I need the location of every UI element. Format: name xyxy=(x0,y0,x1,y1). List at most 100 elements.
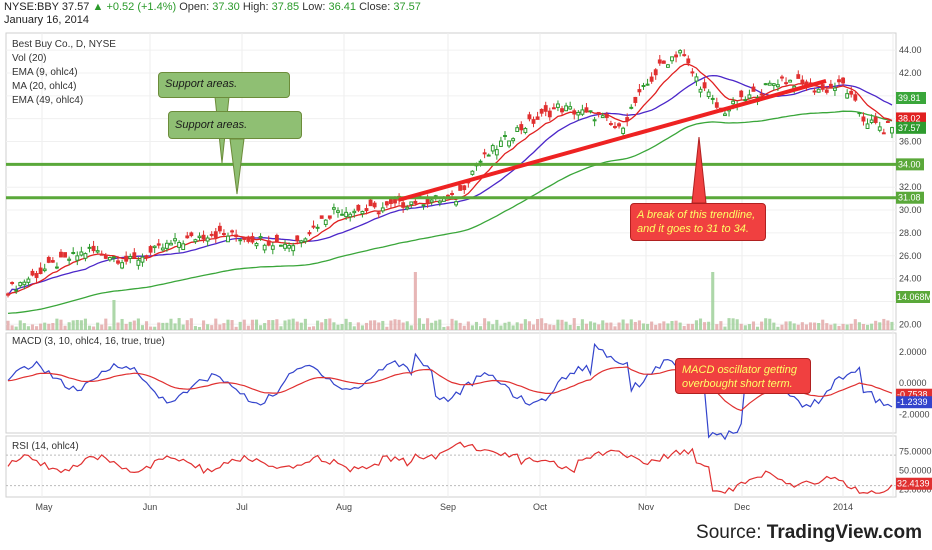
volume-bar xyxy=(344,318,348,330)
candle xyxy=(539,108,544,114)
candle xyxy=(148,246,153,253)
volume-bar xyxy=(430,322,434,330)
support-callout-1: Support areas. xyxy=(158,72,290,98)
candle xyxy=(865,123,870,129)
volume-bar xyxy=(181,324,185,330)
volume-bar xyxy=(690,323,694,330)
rsi-tick-label: 50.0000 xyxy=(899,465,932,475)
volume-bar xyxy=(474,321,479,330)
candle xyxy=(584,107,589,112)
volume-bar xyxy=(523,319,527,330)
candle xyxy=(372,202,377,208)
candle xyxy=(812,90,817,93)
candle xyxy=(323,219,328,225)
volume-bar xyxy=(808,322,813,330)
candle xyxy=(217,225,222,232)
volume-bar xyxy=(360,325,364,330)
candle xyxy=(164,242,169,249)
candle xyxy=(845,93,850,99)
volume-bar xyxy=(226,319,230,330)
candle xyxy=(287,245,292,249)
volume-bar xyxy=(92,326,96,330)
candle xyxy=(731,100,736,105)
volume-bar xyxy=(813,322,817,330)
volume-bar xyxy=(568,324,572,330)
macd-value-tag: -1.2339 xyxy=(897,397,928,407)
candle xyxy=(356,204,361,211)
support-axis-label: 31.08 xyxy=(898,193,921,203)
volume-bar xyxy=(556,319,560,330)
candle xyxy=(556,103,560,108)
volume-bar xyxy=(18,320,22,330)
ema49-value-tag: 39.81 xyxy=(898,93,921,103)
volume-bar xyxy=(515,322,519,330)
volume-bar xyxy=(283,320,287,330)
candle xyxy=(384,201,389,206)
source-credit: Source: TradingView.com xyxy=(696,522,922,544)
candle xyxy=(670,56,674,62)
candle xyxy=(6,293,10,296)
candle xyxy=(54,266,59,269)
candle xyxy=(327,215,332,219)
price-tick-label: 36.00 xyxy=(899,137,922,147)
candle xyxy=(511,138,516,142)
volume-bar xyxy=(796,324,800,330)
volume-bar xyxy=(650,321,654,330)
volume-bar xyxy=(552,325,556,330)
candle xyxy=(613,125,617,129)
volume-bar xyxy=(658,323,662,330)
volume-bar xyxy=(246,325,250,330)
volume-bar xyxy=(324,318,328,330)
volume-bar xyxy=(67,322,71,330)
candle xyxy=(751,86,756,92)
trendline-callout-text: A break of this trendline, and it goes t… xyxy=(637,209,756,235)
volume-bar xyxy=(613,326,617,330)
volume-bar xyxy=(295,321,299,330)
candle xyxy=(767,82,772,86)
month-label: Nov xyxy=(638,502,655,512)
volume-bar xyxy=(328,318,332,330)
candle xyxy=(79,251,84,256)
candle xyxy=(83,253,88,259)
volume-bar xyxy=(601,320,605,330)
volume-bar xyxy=(104,318,108,330)
ticker: NYSE:BBY xyxy=(4,1,59,13)
candle xyxy=(490,145,495,152)
candle xyxy=(295,235,300,242)
volume-bar xyxy=(369,320,373,330)
volume-bar xyxy=(238,321,242,330)
volume-bar xyxy=(715,324,719,330)
volume-bar xyxy=(83,318,87,330)
volume-bar xyxy=(662,321,666,330)
candle xyxy=(169,242,173,246)
candle xyxy=(336,210,340,213)
volume-bar xyxy=(727,318,731,330)
volume-bar xyxy=(593,322,597,330)
volume-bar xyxy=(311,326,316,330)
volume-bar xyxy=(821,319,825,330)
high-label: High: xyxy=(242,1,269,13)
candle xyxy=(185,235,190,239)
volume-bar xyxy=(605,322,609,330)
candle xyxy=(38,267,43,274)
candle xyxy=(714,102,719,108)
month-label: Sep xyxy=(440,502,456,512)
price-tick-label: 24.00 xyxy=(899,274,922,284)
candle xyxy=(409,201,414,206)
month-label: 2014 xyxy=(833,502,853,512)
volume-bar xyxy=(202,320,206,330)
volume-bar xyxy=(149,326,153,330)
volume-bar xyxy=(743,325,747,330)
candle xyxy=(144,255,149,259)
volume-bar xyxy=(560,319,564,330)
macd-value-tag-bg xyxy=(896,396,932,409)
trendline-pointer xyxy=(691,136,707,204)
candle xyxy=(112,256,116,259)
volume-bar xyxy=(804,324,808,330)
candle xyxy=(560,108,564,113)
volume-bar xyxy=(857,322,861,330)
candle xyxy=(128,255,133,259)
last-price-tag: 37.57 xyxy=(898,123,921,133)
candle xyxy=(250,236,255,243)
volume-bar xyxy=(364,322,369,330)
